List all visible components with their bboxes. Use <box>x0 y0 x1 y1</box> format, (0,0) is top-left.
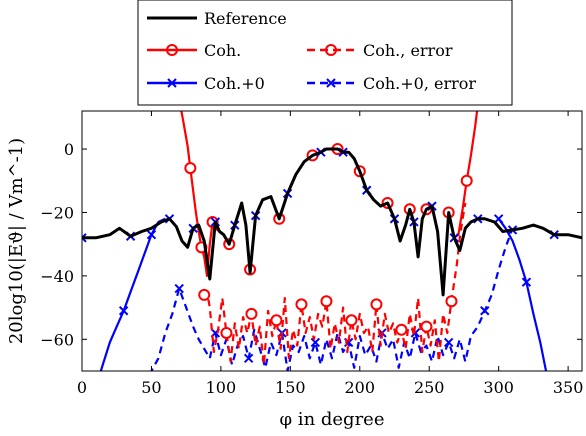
series-marker-coh-0-error-6 <box>174 283 184 294</box>
legend-label-coh-error: Coh., error <box>363 41 453 60</box>
legend-marker-coh <box>166 44 178 56</box>
series-marker-coh-0-right-outer-4 <box>521 277 532 287</box>
series-marker-coh-error-54 <box>420 320 433 333</box>
legend-entry-reference: Reference <box>147 9 287 28</box>
series-marker-coh-0-error-18 <box>243 353 254 364</box>
series-marker-coh-0-outer-8 <box>146 229 157 240</box>
series-marker-coh-error-60 <box>445 295 458 308</box>
legend-entry-coh-error: Coh., error <box>307 41 453 60</box>
series-marker-coh-0-0 <box>82 233 87 243</box>
legend-marker-coh0 <box>167 78 177 88</box>
series-marker-coh-error-36 <box>345 314 358 327</box>
series-line-coh-0-outer <box>99 217 166 371</box>
x-tick-label-3: 150 <box>275 378 306 397</box>
plot-frame <box>81 110 583 372</box>
legend: Reference Coh. Coh., error Coh.+0 Coh.+0… <box>137 0 513 106</box>
x-tick-label-5: 250 <box>414 378 445 397</box>
series-marker-coh-0-error-30 <box>310 337 321 348</box>
y-tick-label-3: −60 <box>40 330 74 349</box>
legend-entry-coh0: Coh.+0 <box>147 74 265 93</box>
series-line-reference <box>82 147 582 297</box>
series-marker-coh-error-24 <box>295 298 308 311</box>
legend-label-reference: Reference <box>204 9 287 28</box>
series-marker-coh-0-outer-4 <box>118 306 129 316</box>
legend-entry-coh: Coh. <box>147 41 241 60</box>
x-tick-label-6: 300 <box>483 378 514 397</box>
series-marker-coh-0-error-54 <box>443 337 454 348</box>
x-tick-label-0: 0 <box>77 378 87 397</box>
series-marker-coh-error-12 <box>245 307 258 320</box>
series-marker-coh-error-18 <box>270 314 283 327</box>
y-tick-label-1: −20 <box>40 203 74 222</box>
legend-marker-coh-error <box>325 44 337 56</box>
series-marker-coh-error-48 <box>395 323 408 336</box>
y-tick-label-0: 0 <box>64 140 74 159</box>
legend-box <box>137 0 513 106</box>
legend-label-coh0: Coh.+0 <box>204 74 265 93</box>
legend-entry-coh0-error: Coh.+0, error <box>307 74 476 93</box>
series-marker-coh-error-0 <box>198 288 211 301</box>
y-axis-label: 20log10(|Eϑ| / Vm^-1) <box>6 138 27 344</box>
series-marker-coh-error-30 <box>320 295 333 308</box>
series-line-coh-error <box>203 202 467 366</box>
series-marker-coh-0-error-60 <box>480 306 490 316</box>
series-marker-coh-56 <box>460 174 473 187</box>
legend-label-coh: Coh. <box>204 41 241 60</box>
x-tick-label-7: 350 <box>553 378 584 397</box>
y-tick-label-2: −40 <box>40 267 74 286</box>
x-axis-label: φ in degree <box>279 409 384 430</box>
legend-label-coh0-error: Coh.+0, error <box>363 74 476 93</box>
series-marker-coh-error-6 <box>220 326 233 339</box>
series-layer <box>82 111 582 371</box>
x-tick-label-2: 100 <box>206 378 237 397</box>
x-tick-label-1: 50 <box>141 378 161 397</box>
legend-marker-coh0-error <box>326 78 336 88</box>
x-tick-label-4: 200 <box>345 378 376 397</box>
series-marker-coh-4 <box>184 162 197 175</box>
series-marker-coh-error-42 <box>370 298 383 311</box>
ticks-layer: 0 50 100 150 200 250 300 350 0 −20 −40 −60 <box>40 111 583 397</box>
